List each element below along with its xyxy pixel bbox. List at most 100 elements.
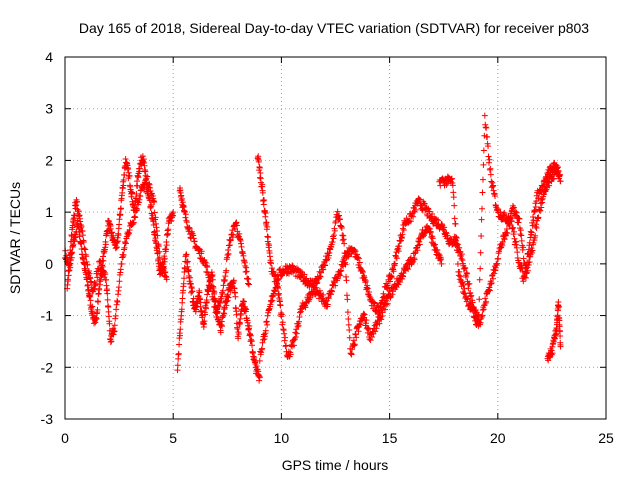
data-point [161, 255, 168, 262]
data-point [156, 248, 163, 255]
data-point [538, 204, 545, 211]
data-point [204, 291, 211, 298]
data-point [89, 303, 96, 310]
data-point [73, 202, 80, 209]
data-point [163, 242, 170, 249]
data-point [148, 190, 155, 197]
data-point [441, 224, 448, 231]
data-point [396, 279, 403, 286]
data-point [97, 276, 104, 283]
data-point [364, 285, 371, 292]
data-point [202, 311, 209, 318]
data-point [113, 244, 120, 251]
data-point [511, 228, 518, 235]
data-point [338, 267, 345, 274]
data-point [341, 250, 348, 257]
data-point [451, 215, 458, 222]
y-tick-label: 1 [45, 204, 53, 220]
data-point [65, 272, 72, 279]
data-point [483, 124, 490, 131]
data-point [488, 280, 495, 287]
data-point [472, 306, 479, 313]
data-point [497, 209, 504, 216]
data-point [549, 350, 556, 357]
data-point [211, 298, 218, 305]
data-point [336, 216, 343, 223]
data-point [177, 332, 184, 339]
data-point [332, 282, 339, 289]
data-point [156, 254, 163, 261]
data-point [108, 338, 115, 345]
data-point [451, 202, 458, 209]
chart-title: Day 165 of 2018, Sidereal Day-to-day VTE… [79, 20, 589, 36]
data-point [452, 220, 459, 227]
data-point [268, 298, 275, 305]
data-point [249, 342, 256, 349]
data-point [89, 309, 96, 316]
data-point [372, 328, 379, 335]
data-point [478, 233, 485, 240]
data-point [91, 320, 98, 327]
data-point [528, 229, 535, 236]
data-point [492, 192, 499, 199]
data-point [255, 372, 262, 379]
data-point [223, 298, 230, 305]
data-point [203, 299, 210, 306]
data-point [235, 335, 242, 342]
data-point [483, 298, 490, 305]
data-point [207, 277, 214, 284]
data-point [151, 209, 158, 216]
data-point [554, 307, 561, 314]
data-point [177, 326, 184, 333]
data-point [535, 214, 542, 221]
data-point [201, 318, 208, 325]
data-point [323, 256, 330, 263]
data-point [257, 170, 264, 177]
data-point [126, 172, 133, 179]
data-point [557, 333, 564, 340]
x-tick-label: 5 [169, 430, 177, 446]
data-point [427, 229, 434, 236]
data-point [111, 328, 118, 335]
data-point [121, 172, 128, 179]
data-point [487, 165, 494, 172]
data-point [517, 227, 524, 234]
data-point [214, 309, 221, 316]
data-point [130, 219, 137, 226]
data-point [103, 276, 110, 283]
data-point [104, 290, 111, 297]
data-point [359, 267, 366, 274]
data-point [400, 226, 407, 233]
data-point [352, 248, 359, 255]
data-point [178, 195, 185, 202]
data-point [112, 312, 119, 319]
data-point [116, 221, 123, 228]
data-point [265, 234, 272, 241]
data-point [94, 274, 101, 281]
data-point [524, 267, 531, 274]
data-point [256, 164, 263, 171]
data-point [102, 271, 109, 278]
data-point [68, 233, 75, 240]
data-point [346, 334, 353, 341]
data-point [516, 215, 523, 222]
data-point [281, 330, 288, 337]
data-point [208, 282, 215, 289]
y-tick-label: -2 [41, 359, 54, 375]
data-point [506, 221, 513, 228]
data-point [266, 242, 273, 249]
data-point [551, 335, 558, 342]
data-point [65, 278, 72, 285]
data-point [220, 282, 227, 289]
data-point [246, 322, 253, 329]
x-tick-label: 20 [490, 430, 506, 446]
data-point [113, 244, 120, 251]
data-point [108, 229, 115, 236]
data-point [484, 134, 491, 141]
data-point [343, 277, 350, 284]
data-point [476, 296, 483, 303]
data-point [450, 194, 457, 201]
data-point [345, 321, 352, 328]
data-point [95, 298, 102, 305]
data-point [198, 248, 205, 255]
